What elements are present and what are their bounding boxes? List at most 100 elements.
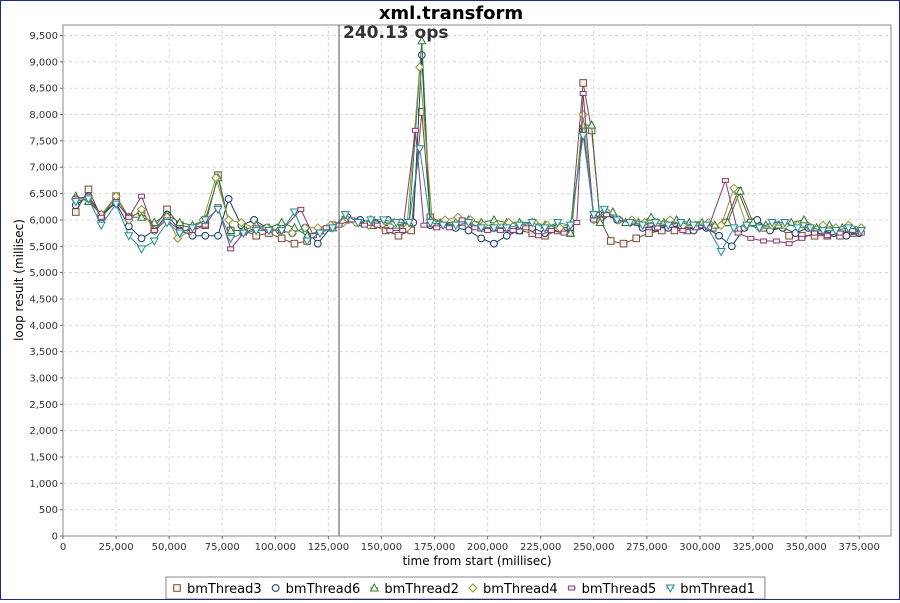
data-point	[149, 237, 159, 247]
data-point	[83, 195, 94, 204]
x-ticks: 0 25,000 50,000 75,000 100,000 125,000 150,000…	[60, 536, 880, 553]
data-point	[315, 229, 325, 239]
data-point	[587, 120, 597, 129]
legend-marker	[568, 585, 576, 591]
data-point	[391, 219, 401, 228]
data-point	[625, 219, 635, 228]
data-point	[606, 237, 615, 245]
data-point	[799, 214, 809, 224]
data-point	[767, 219, 777, 228]
data-point	[589, 211, 599, 220]
y-tick-label: 6,500	[29, 189, 58, 200]
data-point	[573, 220, 581, 226]
y-tick-label: 6,000	[29, 215, 58, 226]
legend-item: bmThread5	[567, 582, 657, 597]
y-tick-label: 8,000	[29, 110, 58, 121]
data-point	[741, 221, 752, 231]
data-point	[290, 239, 299, 248]
data-point	[200, 216, 210, 225]
data-point	[637, 221, 648, 231]
data-point	[394, 231, 403, 240]
data-point	[417, 35, 427, 45]
y-tick-label: 1,500	[29, 452, 58, 463]
y-tick-label: 4,500	[29, 294, 58, 305]
data-point	[111, 200, 121, 210]
x-tick-label: 225,000	[520, 542, 561, 553]
x-tick-label: 250,000	[573, 542, 614, 553]
data-point	[565, 228, 576, 237]
data-point	[420, 222, 428, 228]
data-point	[471, 225, 479, 231]
legend: bmThread3 bmThread6 bmThread2 bmThread4 bmTh…	[165, 576, 766, 600]
grid	[63, 25, 891, 536]
x-tick-label: 100,000	[255, 542, 296, 553]
legend-label: bmThread5	[582, 582, 657, 597]
data-point	[415, 145, 425, 154]
legend-marker	[271, 584, 280, 592]
x-tick-label: 200,000	[467, 542, 508, 553]
data-point	[722, 217, 733, 227]
x-tick-label: 0	[60, 542, 66, 553]
data-point	[464, 226, 473, 235]
legend-item: bmThread1	[665, 582, 755, 597]
data-point	[226, 225, 236, 234]
data-point	[727, 242, 736, 251]
data-point	[201, 231, 210, 240]
x-tick-label: 325,000	[732, 542, 773, 553]
chart-title: xml.transform	[379, 3, 523, 24]
data-point	[748, 217, 758, 227]
data-point	[792, 224, 803, 233]
data-point	[223, 215, 234, 225]
data-point	[238, 229, 249, 239]
data-point	[137, 234, 146, 243]
data-point	[619, 239, 628, 248]
data-point	[773, 220, 784, 229]
data-point	[378, 216, 389, 225]
data-point	[227, 246, 235, 252]
legend-label: bmThread6	[286, 582, 361, 597]
data-point	[688, 221, 699, 231]
data-point	[716, 220, 726, 230]
data-point	[490, 239, 498, 248]
y-tick-label: 1,000	[29, 479, 58, 490]
data-point	[527, 219, 537, 228]
data-point	[287, 228, 297, 238]
data-point	[445, 225, 453, 231]
data-point	[214, 231, 222, 240]
data-point	[632, 234, 641, 243]
data-point	[603, 212, 611, 218]
y-axis-label: loop result (millisec)	[12, 219, 26, 341]
plot-area	[62, 24, 892, 537]
y-tick-label: 4,000	[29, 321, 58, 332]
data-point	[251, 226, 261, 236]
data-point	[187, 224, 198, 233]
data-point	[353, 219, 363, 228]
data-point	[805, 224, 815, 233]
x-tick-label: 50,000	[152, 542, 187, 553]
data-point	[553, 219, 563, 228]
data-point	[734, 230, 742, 236]
data-point	[236, 217, 247, 228]
x-tick-label: 75,000	[205, 542, 240, 553]
legend-item: bmThread4	[468, 582, 558, 597]
data-point	[277, 226, 287, 236]
legend-item: bmThread6	[271, 582, 361, 597]
x-tick-label: 350,000	[785, 542, 826, 553]
data-point	[277, 234, 286, 243]
y-tick-label: 5,000	[29, 268, 58, 279]
ops-annotation: 240.13 ops	[343, 23, 449, 43]
y-tick-label: 500	[39, 505, 58, 516]
legend-item: bmThread3	[173, 582, 262, 597]
y-tick-label: 7,500	[29, 136, 58, 147]
data-point	[608, 206, 618, 216]
data-point	[599, 205, 610, 215]
data-point	[477, 234, 486, 243]
data-point	[612, 216, 622, 225]
data-point	[502, 231, 511, 240]
x-tick-label: 125,000	[308, 542, 349, 553]
data-point	[125, 214, 133, 220]
x-tick-label: 150,000	[361, 542, 402, 553]
data-point	[313, 239, 322, 248]
data-point	[842, 231, 851, 240]
